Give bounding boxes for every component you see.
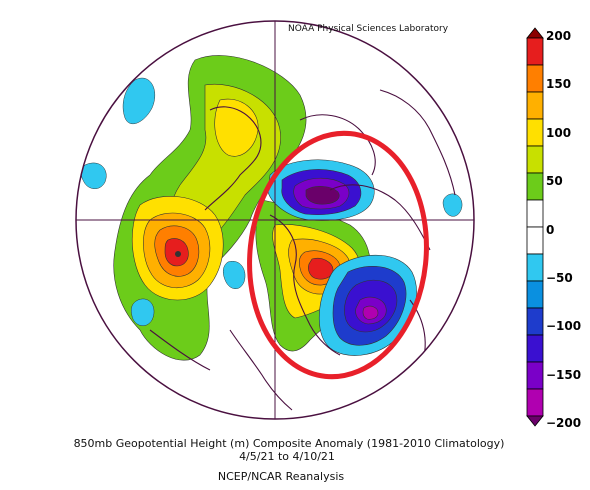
colorbar-segment <box>526 388 544 417</box>
colorbar-segment <box>526 172 544 201</box>
caption-dates: 4/5/21 to 4/10/21 <box>239 450 335 463</box>
negative-anomaly-arctic <box>267 159 375 221</box>
colorbar-tick-label: 200 <box>546 29 572 43</box>
colorbar-segment <box>526 118 544 147</box>
negative-anomaly-atlantic <box>318 254 417 356</box>
colorbar-segment <box>526 307 544 336</box>
colorbar-tick-label: −50 <box>546 270 573 285</box>
colorbar-segment <box>526 226 544 255</box>
colorbar-segment <box>526 37 544 66</box>
colorbar-tick-label: 0 <box>546 222 555 237</box>
colorbar-segment <box>526 199 544 228</box>
colorbar-tick-label: −150 <box>546 367 582 382</box>
colorbar-bottom-arrow <box>526 415 544 427</box>
coastlines <box>149 89 456 411</box>
colorbar-segment <box>526 361 544 390</box>
positive-anomaly-north-america <box>255 199 371 352</box>
colorbar-tick-label: 100 <box>546 125 572 140</box>
caption-title: 850mb Geopotential Height (m) Composite … <box>73 437 505 450</box>
negative-anomaly-patches <box>80 77 463 327</box>
colorbar-top-arrow <box>526 27 544 39</box>
graticule <box>76 21 474 419</box>
source-credit: NOAA Physical Sciences Laboratory <box>288 24 449 34</box>
colorbar-segment <box>526 334 544 363</box>
colorbar-segment <box>526 64 544 93</box>
colorbar-tick-label: 150 <box>546 77 572 92</box>
colorbar-tick-label: −200 <box>546 416 582 430</box>
globe-outline <box>75 20 475 420</box>
highlight-ellipse <box>247 130 429 380</box>
colorbar-segment <box>526 253 544 282</box>
colorbar-tick-label: −100 <box>546 319 582 334</box>
colorbar-segment <box>526 91 544 120</box>
colorbar-segment <box>526 280 544 309</box>
positive-anomaly-west <box>113 55 307 361</box>
colorbar-tick-label: 50 <box>546 174 563 189</box>
colorbar-segment <box>526 145 544 174</box>
caption-source: NCEP/NCAR Reanalysis <box>217 470 345 483</box>
